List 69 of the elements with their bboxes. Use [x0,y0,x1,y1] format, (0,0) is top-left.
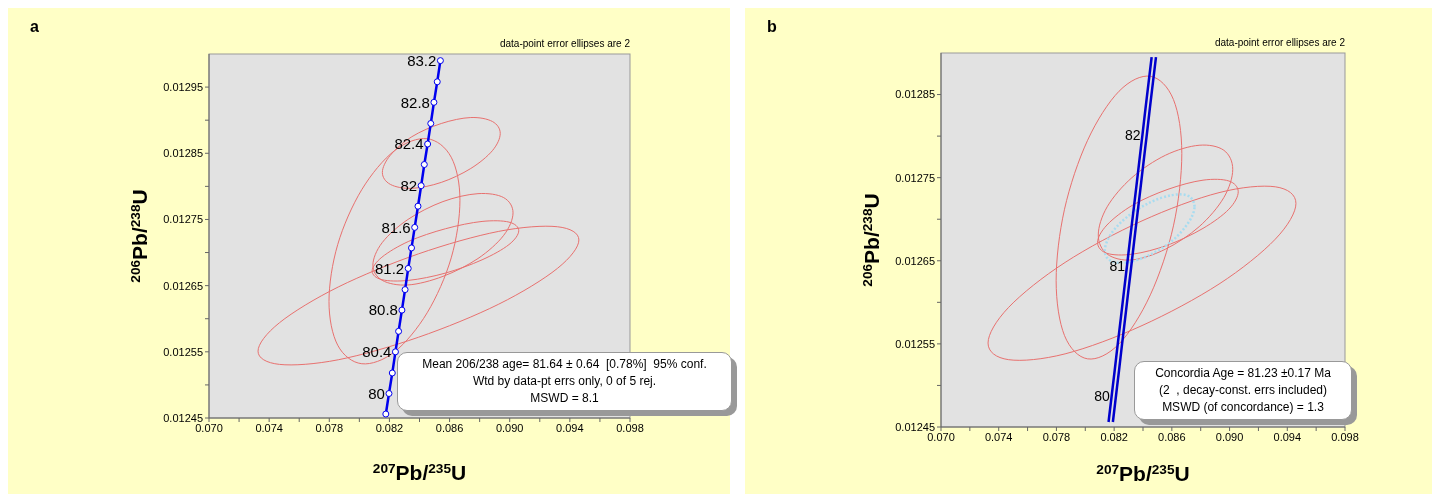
y-tick-label: 0.01285 [895,88,935,101]
x-tick-label: 0.078 [1042,430,1071,443]
point [391,348,399,356]
point [401,286,409,294]
x-tick-label: 0.098 [616,421,644,434]
y-tick-label: 0.01275 [163,213,203,226]
x-tick-label: 0.094 [556,421,584,434]
text: a [30,18,39,35]
x-tick-label: 0.094 [1273,430,1302,443]
x-tick-label: 0.082 [1100,430,1128,443]
x-tick-label: 0.090 [1215,430,1244,443]
x-tick-label: 0.074 [984,430,1013,443]
annotation: 82 [1125,127,1141,144]
annotation: Concordia Age = 81.23 ±0.17 Ma [1154,365,1332,382]
annotation: 80.4 [362,343,392,361]
annotation: Wtd by data-pt errs only, 0 of 5 rej. [471,373,658,390]
point [388,369,396,377]
y-tick-label: 0.01255 [895,337,935,350]
point [433,78,441,86]
x-tick-label: 0.078 [315,421,344,434]
text: data-point error ellipses are 2 [499,38,630,49]
annotation: 80 [1094,388,1111,405]
annotation: 82.4 [394,135,424,153]
y-tick-label: 0.01275 [895,171,935,184]
x-tick-label: 0.086 [435,421,464,434]
point [398,306,406,314]
x-tick-label: 0.082 [375,421,404,434]
y-tick-label: 0.01265 [895,254,935,267]
text: b [767,18,777,35]
annotation: 81.2 [375,259,405,277]
y-tick-label: 0.01295 [163,81,203,93]
annotation: 82.8 [400,93,430,111]
point [382,410,390,418]
annotation: (2 , decay-const. errs included) [1157,382,1329,399]
point [427,119,435,127]
point [411,223,419,231]
annotation: 80.8 [368,301,398,319]
annotation: 82 [400,177,418,195]
x-axis-title: $^{207}$Pb/$^{235}$U [372,460,467,484]
point [424,140,432,148]
x-tick-label: 0.074 [255,421,283,434]
y-tick-label: 0.01245 [163,411,203,424]
text: data-point error ellipses are 2 [1214,37,1345,48]
annotation: 80 [368,384,385,402]
point [420,161,428,169]
annotation: 83.2 [407,51,437,69]
annotation: Mean 206/238 age= 81.64 ± 0.64 [0.78%] 95% conf. [421,356,708,373]
annotation: 81.6 [381,218,411,236]
annotation: MSWD (of concordance) = 1.3 [1161,399,1325,416]
y-tick-label: 0.01255 [163,345,203,358]
point [430,98,438,106]
y-tick-label: 0.01285 [163,147,203,160]
point [408,244,416,252]
point [414,202,422,210]
annotation: 81 [1109,257,1126,274]
annotation: MSWD = 8.1 [529,390,600,407]
x-tick-label: 0.090 [495,421,524,434]
x-tick-label: 0.070 [927,430,955,443]
point [436,57,444,65]
x-tick-label: 0.098 [1331,430,1359,443]
x-tick-label: 0.070 [195,421,223,434]
y-tick-label: 0.01265 [163,279,203,292]
point [404,264,412,272]
point [385,390,393,398]
point [417,182,425,190]
x-tick-label: 0.086 [1158,430,1186,443]
point [395,327,403,335]
y-tick-label: 0.01245 [895,420,935,433]
x-axis-title: $^{207}$Pb/$^{235}$U [1096,461,1190,485]
